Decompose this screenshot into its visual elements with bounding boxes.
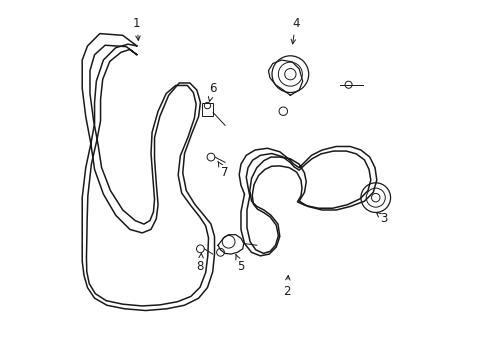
Text: 8: 8 xyxy=(196,253,203,273)
Bar xyxy=(202,103,213,117)
Text: 4: 4 xyxy=(290,17,299,44)
Text: 7: 7 xyxy=(217,161,228,179)
Text: 1: 1 xyxy=(133,17,141,40)
Text: 6: 6 xyxy=(208,82,216,101)
Text: 5: 5 xyxy=(235,255,244,273)
Text: 2: 2 xyxy=(283,275,290,298)
Text: 3: 3 xyxy=(376,212,387,225)
